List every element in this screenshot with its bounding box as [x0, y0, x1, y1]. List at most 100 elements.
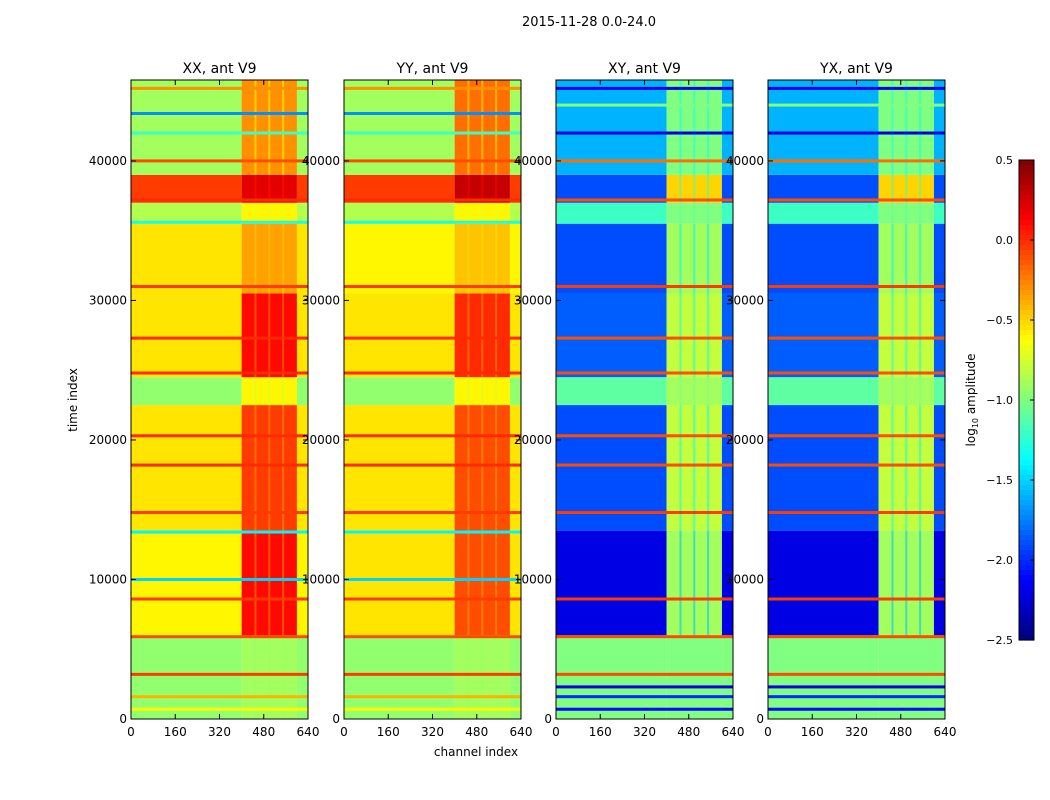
colorbar-segment: [1019, 435, 1034, 441]
heatmap-cell: [768, 405, 879, 531]
colorbar-segment: [1019, 195, 1034, 201]
heatmap-time-line: [344, 336, 521, 340]
heatmap-channel-stripe: [919, 530, 922, 636]
colorbar-segment: [1019, 430, 1034, 436]
heatmap-time-line: [131, 131, 308, 135]
colorbar-segment: [1019, 635, 1034, 641]
colorbar-segment: [1019, 605, 1034, 611]
heatmap-cell: [721, 293, 733, 378]
colorbar-tick-label: −2.0: [986, 554, 1013, 567]
heatmap-time-line: [344, 284, 521, 288]
y-tick-label: 40000: [514, 154, 552, 168]
heatmap-cell: [131, 635, 242, 719]
heatmap-channel-stripe: [467, 530, 470, 636]
heatmap-channel-stripe: [467, 377, 470, 406]
colorbar-segment: [1019, 170, 1034, 176]
x-tick-label: 320: [633, 725, 656, 739]
colorbar-segment: [1019, 290, 1034, 296]
heatmap-channel-stripe: [707, 202, 710, 224]
heatmap-time-line: [556, 707, 733, 711]
heatmap-channel-stripe: [679, 223, 682, 294]
colorbar-segment: [1019, 450, 1034, 456]
heatmap-cell: [721, 405, 733, 531]
heatmap-time-line: [556, 198, 733, 202]
heatmap-channel-stripe: [919, 80, 922, 175]
heatmap-channel-stripe: [481, 80, 484, 175]
heatmap-channel-stripe: [905, 530, 908, 636]
heatmap-cell: [933, 223, 945, 294]
y-tick-label: 20000: [89, 433, 127, 447]
heatmap-cell: [768, 174, 879, 203]
colorbar-segment: [1019, 510, 1034, 516]
heatmap-time-line: [131, 434, 308, 438]
colorbar-segment: [1019, 545, 1034, 551]
heatmap-channel-stripe: [495, 293, 498, 378]
heatmap-channel-stripe: [282, 530, 285, 636]
heatmap-time-line: [556, 131, 733, 135]
colorbar-segment: [1019, 555, 1034, 561]
heatmap-channel-stripe: [282, 80, 285, 175]
heatmap-time-line: [131, 336, 308, 340]
heatmap-channel-stripe: [919, 293, 922, 378]
heatmap-cell: [131, 202, 242, 224]
colorbar-segment: [1019, 180, 1034, 186]
heatmap-channel-stripe: [282, 635, 285, 719]
heatmap-cell: [509, 223, 521, 294]
heatmap-time-line: [556, 159, 733, 163]
colorbar-segment: [1019, 335, 1034, 341]
heatmap-channel-stripe: [905, 80, 908, 175]
heatmap-channel-stripe: [254, 223, 257, 294]
y-axis-label: time index: [66, 368, 80, 432]
heatmap-cell: [768, 530, 879, 636]
heatmap-time-line: [556, 695, 733, 699]
panel-title: XX, ant V9: [183, 61, 257, 77]
heatmap-channel-stripe: [254, 635, 257, 719]
y-tick-label: 20000: [726, 433, 764, 447]
colorbar-segment: [1019, 540, 1034, 546]
heatmap-channel-stripe: [282, 202, 285, 224]
heatmap-channel-stripe: [268, 530, 271, 636]
heatmap-time-line: [768, 597, 945, 601]
heatmap-time-line: [131, 511, 308, 515]
y-tick-label: 30000: [302, 293, 340, 307]
heatmap-time-line: [344, 707, 521, 711]
heatmap-channel-stripe: [905, 202, 908, 224]
heatmap-cell: [556, 202, 667, 224]
x-tick-label: 160: [164, 725, 187, 739]
colorbar-segment: [1019, 480, 1034, 486]
colorbar-segment: [1019, 625, 1034, 631]
heatmap-time-line: [556, 103, 733, 107]
colorbar-tick-label: −1.0: [986, 394, 1013, 407]
x-tick-label: 320: [208, 725, 231, 739]
colorbar-tick-label: −2.5: [986, 634, 1013, 647]
heatmap-channel-stripe: [481, 377, 484, 406]
heatmap-cell: [721, 530, 733, 636]
x-tick-label: 320: [845, 725, 868, 739]
heatmap-channel-stripe: [891, 377, 894, 406]
heatmap-channel-stripe: [268, 174, 271, 203]
colorbar-segment: [1019, 165, 1034, 171]
y-tick-label: 40000: [726, 154, 764, 168]
heatmap-channel-stripe: [919, 377, 922, 406]
colorbar-segment: [1019, 590, 1034, 596]
heatmap-channel-stripe: [707, 80, 710, 175]
colorbar-segment: [1019, 615, 1034, 621]
colorbar-segment: [1019, 475, 1034, 481]
heatmap-time-line: [344, 111, 521, 115]
x-tick-label: 640: [510, 725, 533, 739]
panel-yy: YY, ant V9 0 160 320 480 640 0 10000 20000 30000 4…: [302, 61, 533, 739]
heatmap-cell: [556, 293, 667, 378]
colorbar-segment: [1019, 325, 1034, 331]
heatmap-cell: [556, 174, 667, 203]
heatmap-channel-stripe: [919, 405, 922, 531]
colorbar-segment: [1019, 485, 1034, 491]
colorbar-segment: [1019, 525, 1034, 531]
heatmap-channel-stripe: [282, 293, 285, 378]
heatmap-time-line: [556, 511, 733, 515]
colorbar-tick-label: 0.0: [996, 234, 1014, 247]
heatmap-time-line: [131, 672, 308, 676]
x-axis-label: channel index: [434, 745, 518, 759]
heatmap-time-line: [768, 685, 945, 689]
heatmap-cell: [509, 377, 521, 406]
